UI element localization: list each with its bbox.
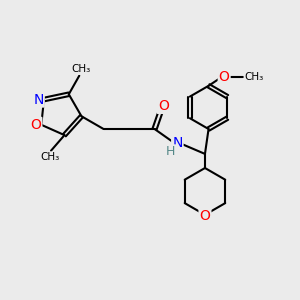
Text: CH₃: CH₃ — [244, 72, 264, 82]
Text: CH₃: CH₃ — [71, 64, 90, 74]
Text: N: N — [33, 92, 44, 106]
Text: H: H — [166, 145, 176, 158]
Text: O: O — [219, 70, 230, 84]
Text: N: N — [172, 136, 183, 150]
Text: CH₃: CH₃ — [41, 152, 60, 162]
Text: O: O — [31, 118, 41, 132]
Text: O: O — [200, 209, 210, 223]
Text: O: O — [158, 99, 169, 113]
